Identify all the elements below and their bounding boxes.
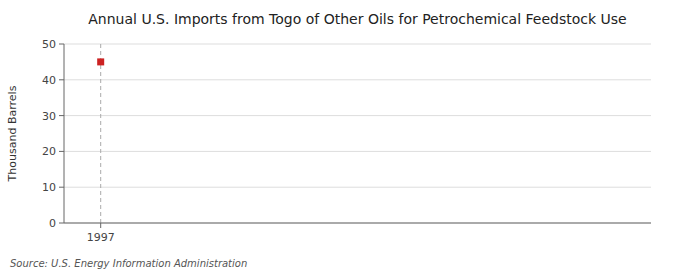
y-tick: [59, 44, 64, 45]
x-tick-label: 1997: [87, 231, 115, 244]
chart: Annual U.S. Imports from Togo of Other O…: [0, 0, 675, 275]
grid-line: [64, 151, 651, 152]
y-tick-label: 0: [49, 217, 56, 230]
point: [97, 58, 104, 65]
x-axis-line: [64, 223, 651, 224]
grid-line: [64, 79, 651, 80]
y-tick-label: 50: [42, 38, 56, 51]
y-tick: [59, 79, 64, 80]
y-tick-label: 20: [42, 145, 56, 158]
y-tick: [59, 223, 64, 224]
grid-line: [64, 115, 651, 116]
grid-line: [64, 44, 651, 45]
y-axis-line: [64, 44, 65, 223]
x-reference-line: [100, 44, 101, 223]
y-axis-label: Thousand Barrels: [6, 85, 19, 182]
y-tick: [59, 151, 64, 152]
y-tick-label: 30: [42, 110, 56, 123]
x-tick: [100, 223, 101, 228]
y-tick-label: 10: [42, 181, 56, 194]
grid-line: [64, 223, 651, 224]
title: Annual U.S. Imports from Togo of Other O…: [88, 11, 626, 27]
y-tick: [59, 187, 64, 188]
source: Source: U.S. Energy Information Administ…: [10, 258, 247, 269]
grid-line: [64, 187, 651, 188]
y-tick: [59, 115, 64, 116]
y-tick-label: 40: [42, 74, 56, 87]
plot-area: [97, 58, 104, 65]
